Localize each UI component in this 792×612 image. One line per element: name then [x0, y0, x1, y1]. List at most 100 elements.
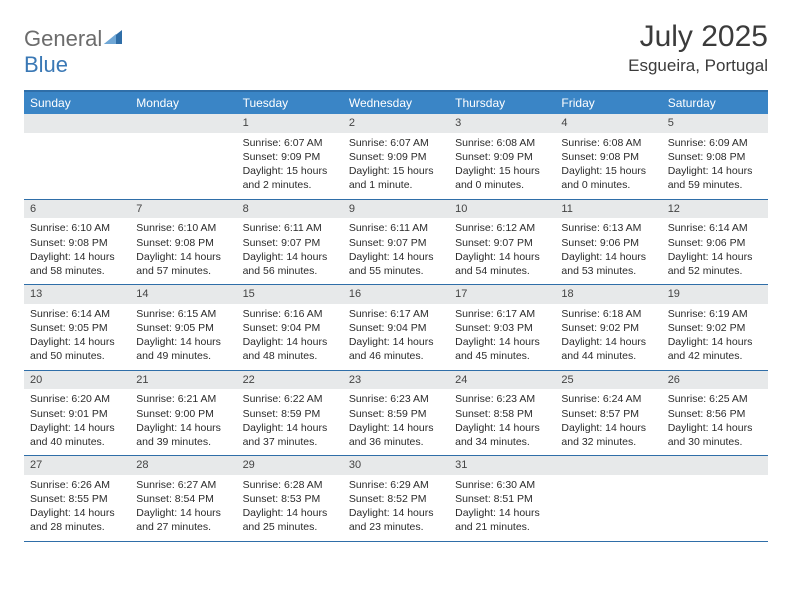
sunrise-line: Sunrise: 6:28 AM	[243, 478, 337, 492]
day-body: Sunrise: 6:09 AMSunset: 9:08 PMDaylight:…	[662, 133, 768, 199]
daylight-line: Daylight: 14 hours and 32 minutes.	[561, 421, 655, 449]
day-cell: 27Sunrise: 6:26 AMSunset: 8:55 PMDayligh…	[24, 456, 130, 541]
day-cell: 25Sunrise: 6:24 AMSunset: 8:57 PMDayligh…	[555, 371, 661, 456]
sunrise-line: Sunrise: 6:11 AM	[349, 221, 443, 235]
day-number: 16	[343, 285, 449, 304]
sunrise-line: Sunrise: 6:14 AM	[668, 221, 762, 235]
day-number: 1	[237, 114, 343, 133]
day-header-row: SundayMondayTuesdayWednesdayThursdayFrid…	[24, 92, 768, 114]
sunrise-line: Sunrise: 6:14 AM	[30, 307, 124, 321]
day-number: 2	[343, 114, 449, 133]
sunset-line: Sunset: 9:07 PM	[243, 236, 337, 250]
day-cell: 3Sunrise: 6:08 AMSunset: 9:09 PMDaylight…	[449, 114, 555, 199]
sunset-line: Sunset: 9:08 PM	[30, 236, 124, 250]
day-body: Sunrise: 6:16 AMSunset: 9:04 PMDaylight:…	[237, 304, 343, 370]
daylight-line: Daylight: 14 hours and 58 minutes.	[30, 250, 124, 278]
daylight-line: Daylight: 14 hours and 54 minutes.	[455, 250, 549, 278]
sunrise-line: Sunrise: 6:16 AM	[243, 307, 337, 321]
sunset-line: Sunset: 8:57 PM	[561, 407, 655, 421]
day-cell: 5Sunrise: 6:09 AMSunset: 9:08 PMDaylight…	[662, 114, 768, 199]
day-body: Sunrise: 6:13 AMSunset: 9:06 PMDaylight:…	[555, 218, 661, 284]
sunset-line: Sunset: 9:05 PM	[136, 321, 230, 335]
day-number: 20	[24, 371, 130, 390]
sunrise-line: Sunrise: 6:17 AM	[349, 307, 443, 321]
day-cell: 1Sunrise: 6:07 AMSunset: 9:09 PMDaylight…	[237, 114, 343, 199]
daylight-line: Daylight: 14 hours and 23 minutes.	[349, 506, 443, 534]
sunset-line: Sunset: 9:06 PM	[561, 236, 655, 250]
day-cell: 2Sunrise: 6:07 AMSunset: 9:09 PMDaylight…	[343, 114, 449, 199]
sunset-line: Sunset: 9:05 PM	[30, 321, 124, 335]
sunrise-line: Sunrise: 6:07 AM	[349, 136, 443, 150]
day-body: Sunrise: 6:28 AMSunset: 8:53 PMDaylight:…	[237, 475, 343, 541]
sunrise-line: Sunrise: 6:23 AM	[349, 392, 443, 406]
sunrise-line: Sunrise: 6:09 AM	[668, 136, 762, 150]
day-header: Saturday	[662, 92, 768, 114]
day-number: 30	[343, 456, 449, 475]
day-number: 23	[343, 371, 449, 390]
day-header: Friday	[555, 92, 661, 114]
day-number: 5	[662, 114, 768, 133]
day-body: Sunrise: 6:14 AMSunset: 9:06 PMDaylight:…	[662, 218, 768, 284]
day-cell: 4Sunrise: 6:08 AMSunset: 9:08 PMDaylight…	[555, 114, 661, 199]
calendar: SundayMondayTuesdayWednesdayThursdayFrid…	[24, 90, 768, 542]
day-cell: 11Sunrise: 6:13 AMSunset: 9:06 PMDayligh…	[555, 200, 661, 285]
day-body: Sunrise: 6:19 AMSunset: 9:02 PMDaylight:…	[662, 304, 768, 370]
day-number: 22	[237, 371, 343, 390]
daylight-line: Daylight: 14 hours and 48 minutes.	[243, 335, 337, 363]
daylight-line: Daylight: 14 hours and 52 minutes.	[668, 250, 762, 278]
sunrise-line: Sunrise: 6:18 AM	[561, 307, 655, 321]
sunrise-line: Sunrise: 6:30 AM	[455, 478, 549, 492]
location: Esgueira, Portugal	[628, 56, 768, 76]
sunset-line: Sunset: 9:06 PM	[668, 236, 762, 250]
day-header: Thursday	[449, 92, 555, 114]
day-number: 25	[555, 371, 661, 390]
sunrise-line: Sunrise: 6:10 AM	[136, 221, 230, 235]
day-cell: 18Sunrise: 6:18 AMSunset: 9:02 PMDayligh…	[555, 285, 661, 370]
sunset-line: Sunset: 9:03 PM	[455, 321, 549, 335]
day-number: 4	[555, 114, 661, 133]
sunrise-line: Sunrise: 6:15 AM	[136, 307, 230, 321]
daylight-line: Daylight: 14 hours and 36 minutes.	[349, 421, 443, 449]
day-body: Sunrise: 6:10 AMSunset: 9:08 PMDaylight:…	[24, 218, 130, 284]
daylight-line: Daylight: 14 hours and 56 minutes.	[243, 250, 337, 278]
day-body: Sunrise: 6:11 AMSunset: 9:07 PMDaylight:…	[343, 218, 449, 284]
week-row: 1 Sunrise: 6:07 AM Sunset: 9:09 PM Daylight…	[24, 114, 768, 200]
day-body: Sunrise: 6:24 AMSunset: 8:57 PMDaylight:…	[555, 389, 661, 455]
daylight-line: Daylight: 15 hours and 0 minutes.	[455, 164, 549, 192]
sunset-line: Sunset: 9:09 PM	[243, 150, 337, 164]
day-cell: 31Sunrise: 6:30 AMSunset: 8:51 PMDayligh…	[449, 456, 555, 541]
day-number: 18	[555, 285, 661, 304]
day-header: Wednesday	[343, 92, 449, 114]
sunset-line: Sunset: 9:02 PM	[668, 321, 762, 335]
month-title: July 2025	[628, 20, 768, 54]
day-header: Monday	[130, 92, 236, 114]
sunrise-line: Sunrise: 6:08 AM	[561, 136, 655, 150]
daylight-line: Daylight: 14 hours and 49 minutes.	[136, 335, 230, 363]
sunrise-line: Sunrise: 6:26 AM	[30, 478, 124, 492]
daylight-line: Daylight: 14 hours and 44 minutes.	[561, 335, 655, 363]
sunrise-line: Sunrise: 6:17 AM	[455, 307, 549, 321]
daylight-line: Daylight: 14 hours and 39 minutes.	[136, 421, 230, 449]
sunrise-line: Sunrise: 6:11 AM	[243, 221, 337, 235]
sunset-line: Sunset: 8:53 PM	[243, 492, 337, 506]
day-body: Sunrise: 6:23 AMSunset: 8:59 PMDaylight:…	[343, 389, 449, 455]
day-body: Sunrise: 6:17 AMSunset: 9:03 PMDaylight:…	[449, 304, 555, 370]
day-number: 17	[449, 285, 555, 304]
day-cell	[130, 114, 236, 199]
day-body: Sunrise: 6:20 AMSunset: 9:01 PMDaylight:…	[24, 389, 130, 455]
day-number-bar	[130, 114, 236, 133]
day-number: 3	[449, 114, 555, 133]
day-header: Sunday	[24, 92, 130, 114]
daylight-line: Daylight: 14 hours and 45 minutes.	[455, 335, 549, 363]
day-body: Sunrise: 6:22 AMSunset: 8:59 PMDaylight:…	[237, 389, 343, 455]
day-body: Sunrise: 6:21 AMSunset: 9:00 PMDaylight:…	[130, 389, 236, 455]
day-body: Sunrise: 6:30 AMSunset: 8:51 PMDaylight:…	[449, 475, 555, 541]
sunrise-line: Sunrise: 6:24 AM	[561, 392, 655, 406]
logo-text: General Blue	[24, 26, 124, 78]
day-number: 7	[130, 200, 236, 219]
sunset-line: Sunset: 8:59 PM	[349, 407, 443, 421]
day-cell: 10Sunrise: 6:12 AMSunset: 9:07 PMDayligh…	[449, 200, 555, 285]
daylight-line: Daylight: 14 hours and 40 minutes.	[30, 421, 124, 449]
sunset-line: Sunset: 9:01 PM	[30, 407, 124, 421]
day-cell: 16Sunrise: 6:17 AMSunset: 9:04 PMDayligh…	[343, 285, 449, 370]
